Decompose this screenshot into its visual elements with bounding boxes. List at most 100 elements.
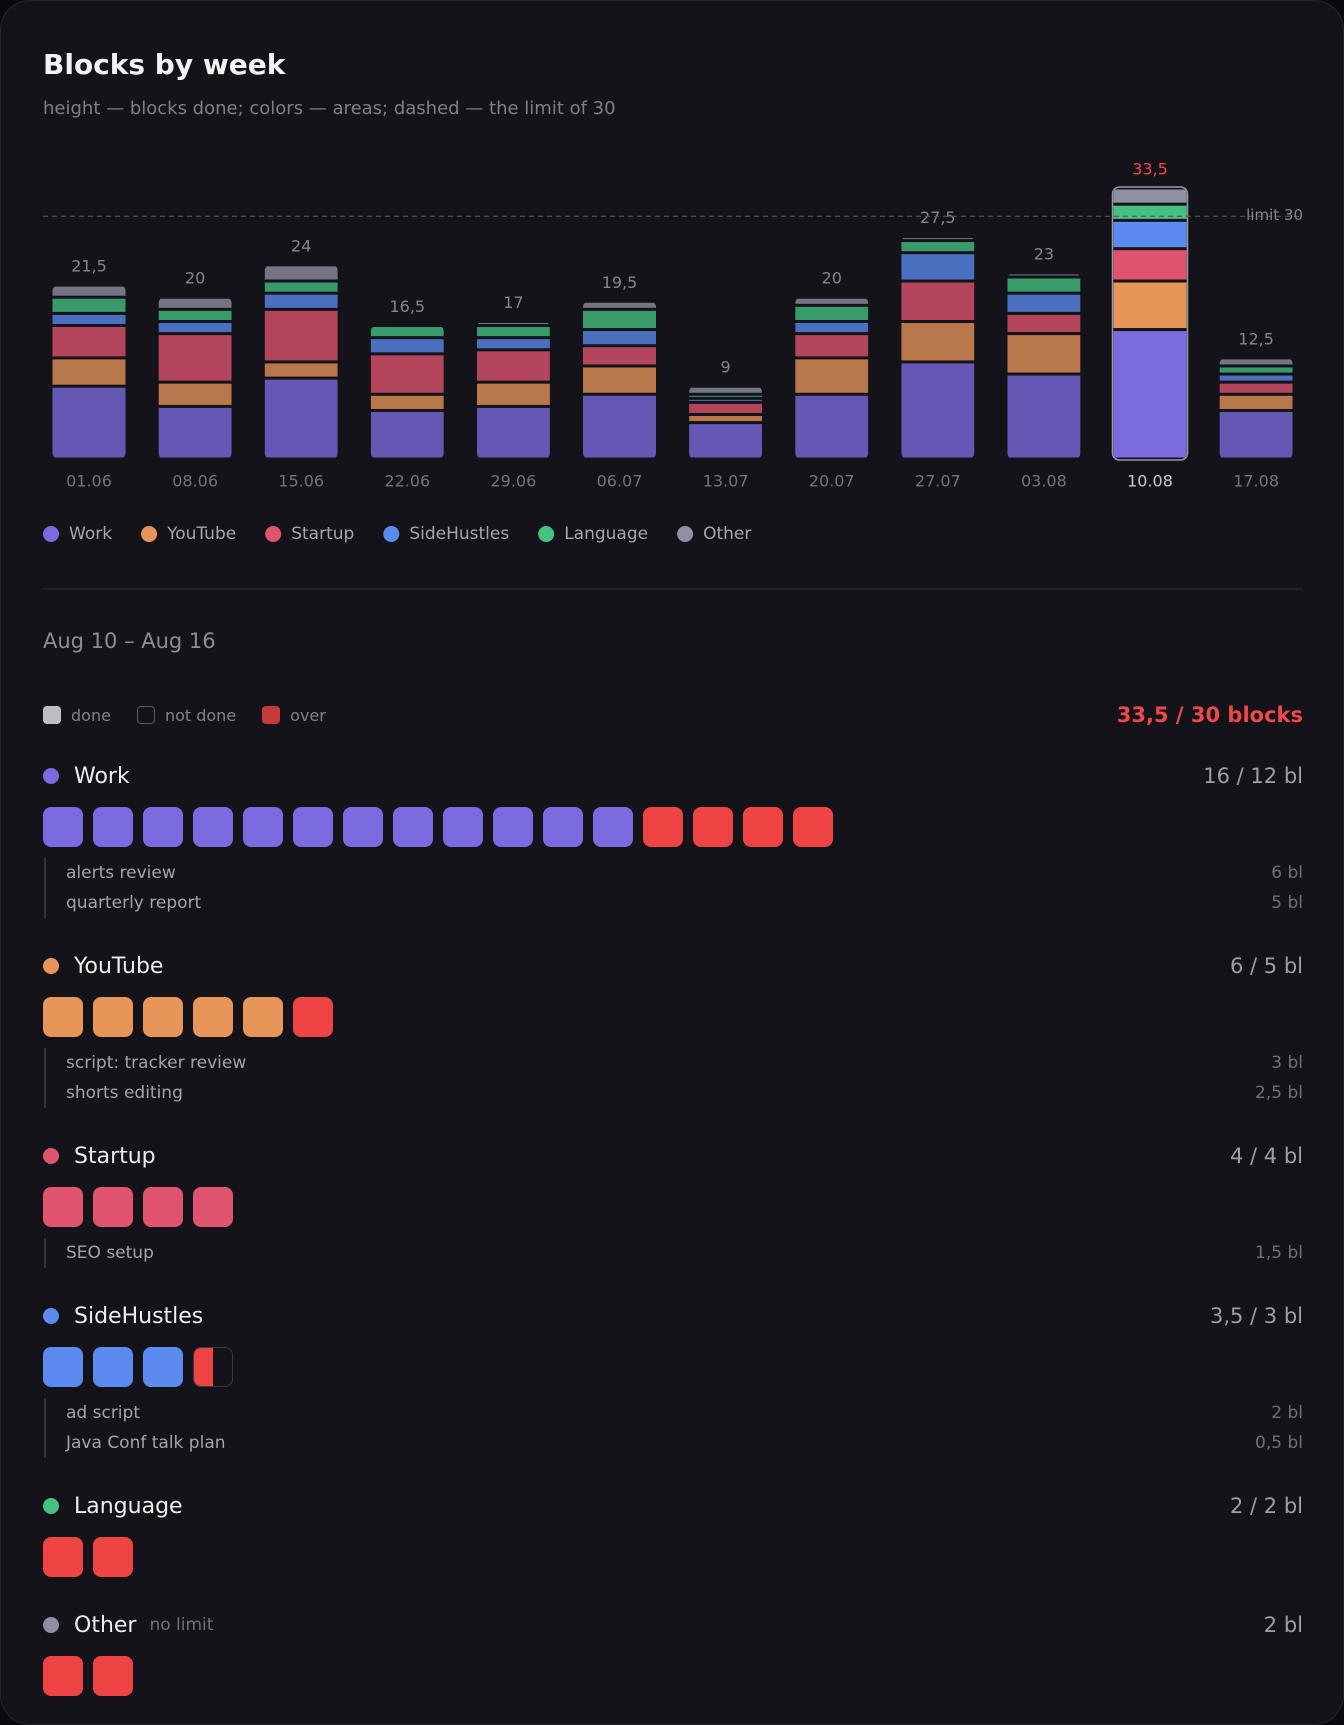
bar-segment [1113, 189, 1187, 203]
task: SEO setup 1,5 bl [66, 1238, 1303, 1268]
bar-segment [158, 322, 232, 333]
area-summary: 2 bl [1263, 1613, 1303, 1637]
area: Language 2 / 2 bl [43, 1491, 1303, 1577]
block [43, 807, 83, 847]
bar-segment [1007, 274, 1081, 276]
area-name: Work [74, 763, 130, 789]
area-dot [43, 1617, 59, 1633]
legend-swatch [383, 526, 400, 542]
bar-stack [1219, 359, 1293, 458]
area-summary: 2 / 2 bl [1230, 1494, 1303, 1518]
area-summary: 16 / 12 bl [1203, 764, 1303, 788]
bar-segment [583, 331, 656, 345]
block-part [194, 1348, 213, 1386]
status-swatch [136, 706, 155, 724]
task-list: script: tracker review 3 bl shorts editing… [44, 1048, 1303, 1108]
bar-segment [901, 254, 975, 280]
area: Startup 4 / 4 bl SEO setup 1,5 bl [43, 1141, 1303, 1268]
bar-segment [1007, 278, 1081, 292]
bar-stack [901, 238, 975, 458]
week-total: 33,5 / 30 blocks [1116, 703, 1303, 727]
x-tick-label: 08.06 [172, 472, 218, 491]
bar-segment [370, 395, 444, 409]
block [193, 1187, 233, 1227]
block [143, 1187, 183, 1227]
task: Java Conf talk plan 0,5 bl [66, 1428, 1303, 1458]
bar-stack [1007, 274, 1081, 458]
block [143, 997, 183, 1037]
area-name: YouTube [74, 953, 164, 979]
task-name: ad script [66, 1403, 140, 1423]
bar-segment [689, 395, 763, 397]
bar-segment [476, 407, 550, 458]
area: Work 16 / 12 bl alerts review 6 bl quarterly… [43, 761, 1303, 918]
area-note: no limit [149, 1615, 214, 1635]
bar-segment [901, 282, 975, 320]
block [93, 1347, 133, 1387]
bar-segment [52, 314, 126, 325]
task-name: shorts editing [66, 1083, 183, 1103]
block [43, 1347, 83, 1387]
bar-segment [52, 298, 126, 312]
week-panel: Aug 10 – Aug 16 done not done over 33,5 / 3… [43, 616, 1303, 1724]
block [543, 807, 583, 847]
bar-segment [52, 387, 126, 458]
bar-segment [795, 298, 869, 304]
block [93, 807, 133, 847]
block [193, 997, 233, 1037]
bar-segment [901, 363, 975, 458]
area-dot [43, 1498, 59, 1514]
area-header: SideHustles 3,5 / 3 bl [43, 1301, 1303, 1331]
block [293, 997, 333, 1037]
bar-stack [795, 298, 869, 458]
status-swatch [262, 706, 281, 724]
bar-stack [1113, 189, 1187, 458]
bar-segment [158, 298, 232, 308]
legend-label: Startup [291, 524, 354, 544]
block [593, 807, 633, 847]
bar-segment [476, 327, 550, 337]
task-amount: 1,5 bl [1255, 1243, 1303, 1263]
area-header: YouTube 6 / 5 bl [43, 951, 1303, 981]
block [443, 807, 483, 847]
task: ad script 2 bl [66, 1398, 1303, 1428]
block [43, 997, 83, 1037]
status-legend-item: done [43, 706, 111, 725]
bar-segment [1219, 411, 1293, 458]
chart-subtitle: height — blocks done; colors — areas; da… [43, 98, 616, 119]
bar-stack [52, 286, 126, 458]
block [143, 1347, 183, 1387]
x-tick-label: 06.07 [597, 472, 643, 491]
bar-segment [158, 407, 232, 458]
x-tick-label: 10.08 [1127, 472, 1173, 491]
block [93, 997, 133, 1037]
area-header: Startup 4 / 4 bl [43, 1141, 1303, 1171]
bar-segment [476, 322, 550, 325]
total-label: 33,5 [1132, 160, 1168, 179]
bar-segment [264, 310, 338, 361]
bar-segment [583, 302, 656, 308]
bar-stack [583, 302, 656, 458]
bar-segment [1113, 250, 1187, 280]
block [193, 807, 233, 847]
chart: Blocks by week height — blocks done; col… [43, 48, 1303, 590]
area-list: Work 16 / 12 bl alerts review 6 bl quarterly… [43, 761, 1303, 1696]
bar-segment [689, 387, 763, 393]
total-label: 17 [503, 293, 523, 312]
task: script: tracker review 3 bl [66, 1048, 1303, 1078]
area-dot [43, 1148, 59, 1164]
task-amount: 6 bl [1271, 863, 1303, 883]
bar-segment [583, 347, 656, 365]
week-title: Aug 10 – Aug 16 [43, 629, 216, 653]
bar-segment [795, 306, 869, 320]
task-list: alerts review 6 bl quarterly report 5 bl [44, 858, 1303, 918]
bar-segment [1007, 294, 1081, 312]
bar-segment [52, 286, 126, 296]
bar-segment [583, 310, 656, 329]
task-amount: 5 bl [1271, 893, 1303, 913]
highlight-frame [1111, 186, 1189, 461]
bar-segment [795, 322, 869, 333]
block [43, 1656, 83, 1696]
bar-segment [689, 424, 763, 458]
bar-segment [370, 355, 444, 393]
